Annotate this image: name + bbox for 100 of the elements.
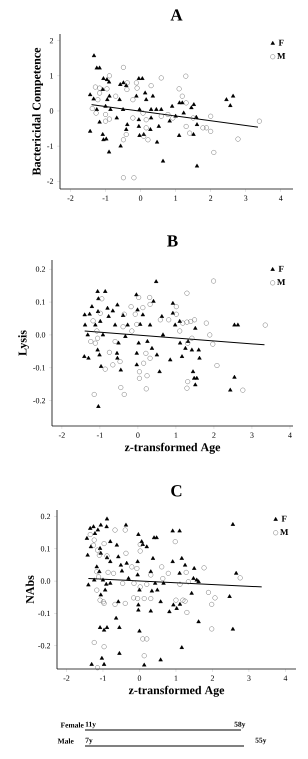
- point: [123, 550, 128, 556]
- point: [88, 339, 94, 344]
- point: [102, 366, 108, 372]
- point: [94, 110, 99, 116]
- point: [122, 528, 128, 533]
- point: [131, 595, 136, 600]
- point: [204, 320, 209, 326]
- point: [165, 112, 170, 117]
- point: [99, 296, 104, 302]
- point: [177, 328, 182, 334]
- point: [188, 318, 194, 324]
- point: [104, 86, 110, 92]
- point: [122, 392, 127, 397]
- point: [136, 294, 142, 300]
- point: [132, 312, 138, 317]
- point: [106, 116, 112, 122]
- point: [144, 117, 149, 122]
- point: [95, 665, 100, 670]
- point: [148, 302, 153, 307]
- point: [209, 602, 214, 607]
- point: [120, 137, 126, 142]
- point: [95, 336, 100, 341]
- point: [262, 322, 268, 328]
- point: [200, 125, 206, 130]
- point: [92, 84, 98, 90]
- point: [131, 175, 136, 180]
- point: [140, 636, 146, 642]
- point: [209, 626, 214, 632]
- point: [96, 574, 102, 580]
- point: [207, 332, 212, 338]
- point: [95, 548, 100, 553]
- y-axis-title: Lysis: [18, 330, 30, 356]
- point: [158, 114, 164, 119]
- point: [94, 588, 100, 593]
- point: [129, 328, 134, 334]
- point: [180, 598, 186, 603]
- x-axis-title: z-transformed Age: [124, 442, 220, 454]
- chart-title: A: [170, 9, 182, 21]
- point: [102, 541, 107, 546]
- point: [189, 336, 194, 341]
- point: [106, 570, 111, 575]
- point: [118, 359, 123, 364]
- point: [118, 385, 124, 390]
- point: [236, 136, 240, 142]
- point: [184, 290, 190, 296]
- point: [140, 110, 146, 116]
- legend-label: F: [278, 40, 284, 46]
- point: [148, 596, 154, 602]
- point: [124, 80, 130, 86]
- legend-label: M: [277, 53, 286, 59]
- point: [135, 596, 140, 602]
- point: [141, 134, 146, 139]
- point: [102, 644, 107, 650]
- point: [97, 86, 102, 91]
- point: [148, 356, 153, 361]
- point: [103, 112, 108, 117]
- point: [160, 576, 166, 581]
- point: [158, 75, 164, 80]
- point: [180, 320, 186, 326]
- point: [177, 582, 182, 587]
- point: [148, 83, 154, 88]
- y-axis-title: Bactericidal Competence: [32, 48, 44, 176]
- point: [124, 132, 129, 138]
- point: [187, 130, 192, 136]
- point: [240, 388, 246, 393]
- point: [138, 584, 143, 590]
- point: [173, 598, 178, 603]
- point: [110, 362, 116, 368]
- legend-label: F: [278, 266, 284, 272]
- point: [185, 340, 190, 346]
- point: [144, 386, 149, 392]
- point: [184, 100, 189, 106]
- point: [96, 552, 102, 558]
- point: [184, 320, 190, 325]
- point: [184, 386, 190, 391]
- point: [92, 640, 97, 645]
- point: [143, 350, 148, 356]
- point: [138, 548, 143, 554]
- point: [185, 379, 190, 384]
- point: [208, 114, 214, 119]
- point: [147, 294, 152, 300]
- legend-label: M: [277, 279, 286, 286]
- point: [88, 532, 93, 538]
- point: [184, 610, 190, 615]
- point: [210, 342, 216, 347]
- point: [98, 598, 103, 603]
- point: [134, 322, 140, 327]
- point: [112, 339, 118, 344]
- chart-title: C: [171, 485, 182, 497]
- point: [180, 94, 185, 99]
- point: [174, 304, 179, 310]
- point: [145, 137, 150, 142]
- point: [176, 86, 182, 92]
- point: [129, 564, 134, 570]
- point: [106, 350, 112, 355]
- point: [140, 305, 146, 310]
- point: [98, 310, 103, 316]
- legend-label: M: [280, 529, 288, 535]
- point: [138, 542, 143, 548]
- point: [184, 570, 189, 575]
